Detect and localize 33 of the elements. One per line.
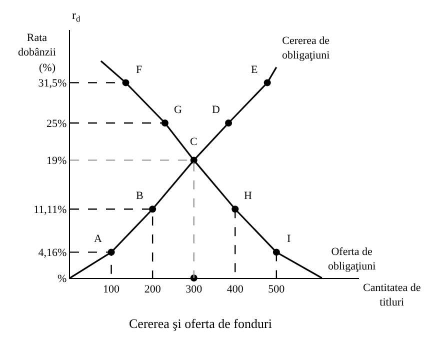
annotation: G: [174, 104, 182, 116]
annotation: F: [136, 64, 142, 76]
y-axis-title: r$_{d}$: [72, 8, 81, 24]
x-axis-title: Cantitatea de titluri: [363, 282, 421, 308]
x-tick-label: 500: [268, 283, 286, 296]
point: [149, 206, 156, 213]
x-tick-label: 200: [144, 283, 162, 296]
series-label: Oferta de obligaţiuni: [328, 246, 376, 272]
x-tick-label: 100: [103, 283, 120, 296]
point: [264, 79, 271, 86]
text: Rata dobânzii: [18, 32, 56, 58]
x-tick-label: 400: [226, 283, 244, 296]
point: [190, 156, 198, 164]
annotation: C: [190, 136, 198, 148]
y-tick-label: %: [58, 272, 67, 285]
x-tick-label: 300: [186, 283, 203, 296]
point: [161, 120, 168, 126]
annotation: D: [212, 104, 220, 116]
y-tick-label: 25%: [46, 118, 67, 130]
y-tick-label: 11,11%: [34, 204, 67, 216]
annotation: E: [251, 64, 258, 76]
point: [122, 79, 130, 86]
text: (%): [39, 62, 56, 74]
annotation: H: [244, 190, 252, 202]
annotation: B: [136, 190, 144, 202]
y-tick-label: 31,5%: [38, 78, 67, 90]
series-label: Cererea de obligaţiuni: [282, 35, 330, 62]
point: [225, 120, 232, 126]
y-tick-label: 4,16%: [38, 247, 67, 260]
text: Cererea şi oferta de fonduri: [129, 316, 272, 331]
y-tick-label: 19%: [46, 155, 67, 168]
annotation: I: [287, 233, 291, 245]
annotation: A: [94, 233, 102, 245]
